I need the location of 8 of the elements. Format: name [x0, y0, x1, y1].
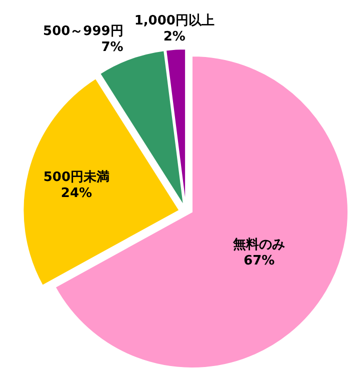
- data-label: 7%: [101, 40, 124, 55]
- data-label: 24%: [60, 186, 92, 201]
- slice-label: 無料のみ: [232, 238, 286, 253]
- slice-label: 1,000円以上: [134, 13, 214, 28]
- data-label: 2%: [163, 29, 186, 44]
- data-label: 67%: [244, 254, 275, 269]
- slice-label: 500～999円: [43, 24, 124, 39]
- slice-label: 500円未満: [43, 170, 110, 185]
